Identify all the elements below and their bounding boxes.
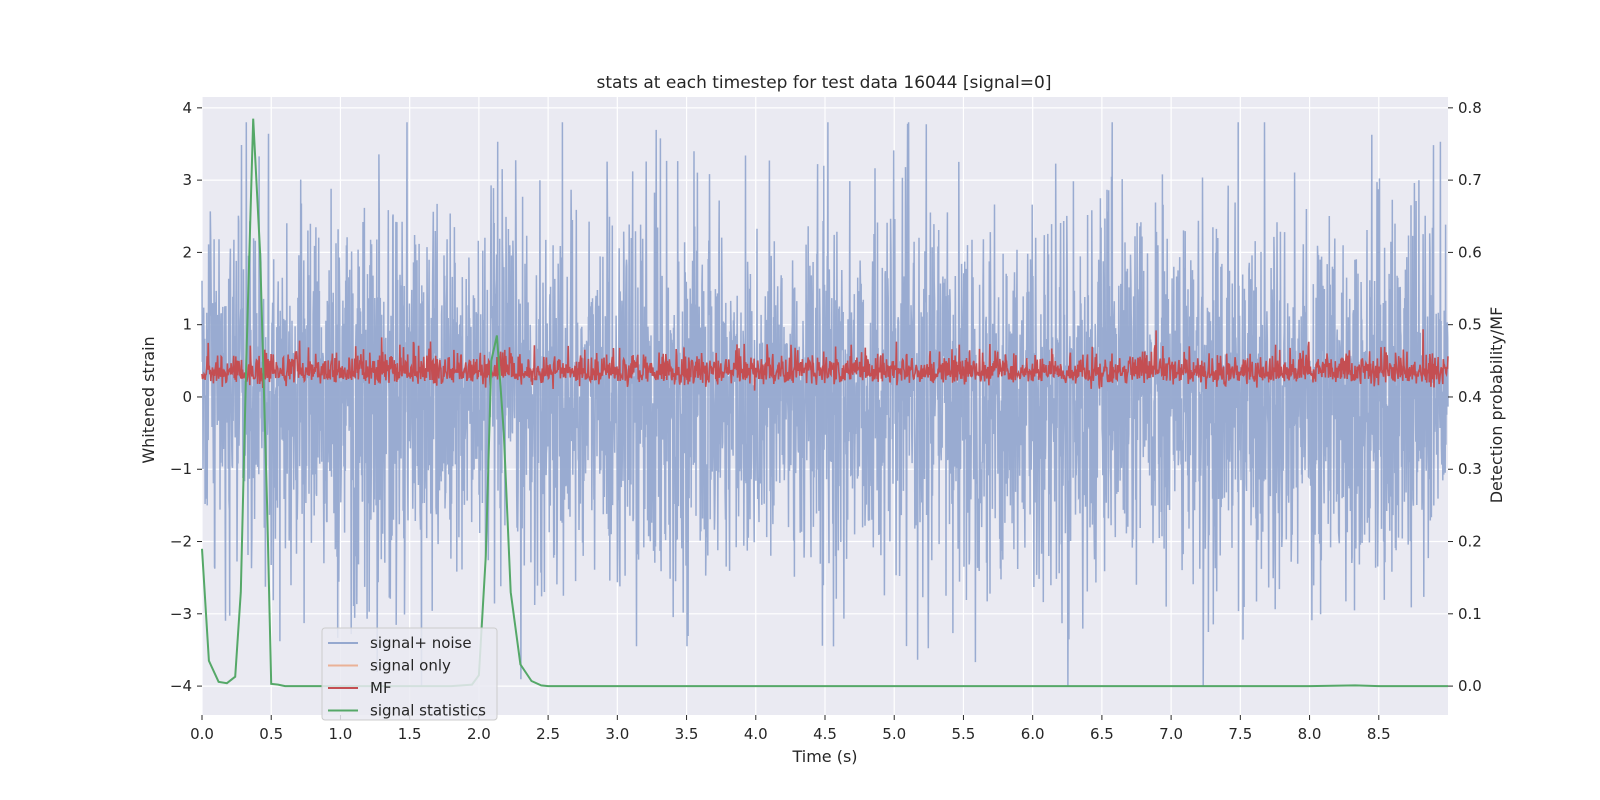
- x-tick-label: 8.0: [1298, 725, 1322, 743]
- x-tick-label: 6.5: [1090, 725, 1114, 743]
- y-tick-label: −4: [170, 677, 192, 695]
- chart-title: stats at each timestep for test data 160…: [597, 73, 1052, 93]
- series-signal-statistics-line: [201, 118, 1448, 688]
- x-axis-label: Time (s): [791, 747, 857, 766]
- y-right-tick-label: 0.5: [1458, 316, 1482, 334]
- y-right-tick-label: 0.7: [1458, 171, 1482, 189]
- y-right-tick-label: 0.8: [1458, 99, 1482, 117]
- x-tick-label: 1.0: [329, 725, 353, 743]
- x-tick-label: 0.0: [190, 725, 214, 743]
- series-layer: [201, 118, 1449, 688]
- x-tick-label: 8.5: [1367, 725, 1391, 743]
- axes: 0.0 0.5 1.0 1.5 2.0 2.5 3.0 3.5 4.0 4.5 5.0 5.5 6.0 6…: [170, 99, 1482, 743]
- y-axis-label: Whitened strain: [139, 336, 158, 463]
- x-tick-label: 5.5: [952, 725, 976, 743]
- y-right-tick-label: 0.4: [1458, 388, 1482, 406]
- y-right-tick-label: 0.1: [1458, 605, 1482, 623]
- series-signal-noise-line: [201, 122, 1449, 687]
- y-right-tick-label: 0.6: [1458, 243, 1482, 261]
- y-tick-label: 3: [182, 171, 192, 189]
- y-right-tick-label: 0.2: [1458, 533, 1482, 551]
- legend-box: [321, 627, 498, 721]
- x-tick-label: 4.5: [813, 725, 837, 743]
- x-tick-label: 7.0: [1159, 725, 1183, 743]
- x-tick-label: 5.0: [882, 725, 906, 743]
- y-right-tick-label: 0.0: [1458, 677, 1482, 695]
- x-tick-label: 2.0: [467, 725, 491, 743]
- y-tick-label: −1: [170, 460, 192, 478]
- y-tick-label: 4: [182, 99, 192, 117]
- x-tick-label: 2.5: [536, 725, 560, 743]
- y-tick-label: 1: [182, 316, 192, 334]
- y-right-tick-label: 0.3: [1458, 460, 1482, 478]
- y-tick-label: 2: [182, 243, 192, 261]
- y-tick-label: −2: [170, 533, 192, 551]
- legend-label: signal+ noise: [370, 634, 472, 652]
- x-tick-label: 0.5: [259, 725, 283, 743]
- x-tick-label: 6.0: [1021, 725, 1045, 743]
- y-tick-label: −3: [170, 605, 192, 623]
- x-tick-label: 3.0: [605, 725, 629, 743]
- legend-label: MF: [370, 679, 392, 697]
- series-mf-line: [201, 329, 1449, 391]
- x-tick-label: 3.5: [675, 725, 699, 743]
- legend-label: signal statistics: [370, 702, 486, 720]
- y-tick-label: 0: [182, 388, 192, 406]
- x-tick-label: 4.0: [744, 725, 768, 743]
- x-tick-label: 7.5: [1228, 725, 1252, 743]
- legend-label: signal only: [370, 657, 451, 675]
- x-tick-label: 1.5: [398, 725, 422, 743]
- y-axis-label-right: Detection probability/MF: [1487, 307, 1506, 504]
- legend: signal+ noise signal only MF signal statist…: [321, 627, 498, 721]
